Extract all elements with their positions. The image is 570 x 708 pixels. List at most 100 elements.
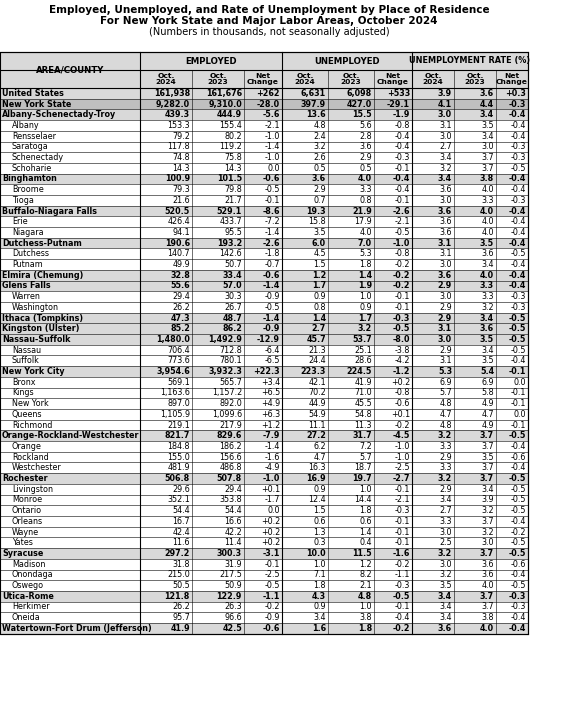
Text: 54.4: 54.4 bbox=[225, 506, 242, 515]
Bar bbox=[0, 152, 528, 163]
Text: 3.6: 3.6 bbox=[438, 207, 452, 215]
Text: Binghamton: Binghamton bbox=[2, 174, 57, 183]
Text: Bronx: Bronx bbox=[12, 378, 35, 387]
Text: 2.9: 2.9 bbox=[439, 452, 452, 462]
Text: -0.2: -0.2 bbox=[393, 270, 410, 280]
Text: -2.1: -2.1 bbox=[264, 121, 280, 130]
Text: -0.9: -0.9 bbox=[263, 324, 280, 333]
Text: 14.3: 14.3 bbox=[225, 164, 242, 173]
Text: Oct.
2023: Oct. 2023 bbox=[341, 73, 361, 86]
Text: 2.9: 2.9 bbox=[438, 282, 452, 290]
Text: -0.2: -0.2 bbox=[394, 421, 410, 430]
Text: 2.1: 2.1 bbox=[359, 581, 372, 590]
Text: 3.4: 3.4 bbox=[439, 613, 452, 622]
Bar bbox=[0, 163, 528, 173]
Text: 4.8: 4.8 bbox=[439, 399, 452, 408]
Text: -2.1: -2.1 bbox=[394, 217, 410, 227]
Text: Niagara: Niagara bbox=[12, 228, 44, 237]
Text: -0.4: -0.4 bbox=[394, 613, 410, 622]
Bar bbox=[0, 516, 528, 527]
Text: -0.5: -0.5 bbox=[508, 474, 526, 483]
Text: 4.0: 4.0 bbox=[480, 270, 494, 280]
Text: 224.5: 224.5 bbox=[347, 367, 372, 376]
Bar bbox=[0, 537, 528, 548]
Text: 95.5: 95.5 bbox=[224, 228, 242, 237]
Text: 215.0: 215.0 bbox=[167, 571, 190, 579]
Text: New York State: New York State bbox=[2, 100, 71, 108]
Text: -3.8: -3.8 bbox=[394, 346, 410, 355]
Text: 1.9: 1.9 bbox=[358, 282, 372, 290]
Text: 21.3: 21.3 bbox=[308, 346, 326, 355]
Text: Oct.
2024: Oct. 2024 bbox=[422, 73, 443, 86]
Text: -0.3: -0.3 bbox=[511, 142, 526, 152]
Text: -0.4: -0.4 bbox=[511, 132, 526, 141]
Text: 3.2: 3.2 bbox=[314, 142, 326, 152]
Text: 54.4: 54.4 bbox=[172, 506, 190, 515]
Text: -0.9: -0.9 bbox=[264, 292, 280, 301]
Text: 5.3: 5.3 bbox=[359, 249, 372, 258]
Text: 100.9: 100.9 bbox=[165, 174, 190, 183]
Text: -1.1: -1.1 bbox=[263, 592, 280, 601]
Text: 0.5: 0.5 bbox=[359, 164, 372, 173]
Text: 0.8: 0.8 bbox=[360, 196, 372, 205]
Text: 3.3: 3.3 bbox=[439, 463, 452, 472]
Text: Oneida: Oneida bbox=[12, 613, 40, 622]
Text: -2.5: -2.5 bbox=[264, 571, 280, 579]
Text: 4.8: 4.8 bbox=[314, 121, 326, 130]
Text: -1.6: -1.6 bbox=[393, 549, 410, 558]
Text: 1.5: 1.5 bbox=[314, 506, 326, 515]
Text: 3.6: 3.6 bbox=[480, 324, 494, 333]
Text: 79.3: 79.3 bbox=[172, 185, 190, 194]
Text: -4.5: -4.5 bbox=[393, 431, 410, 440]
Text: Albany-Schenectady-Troy: Albany-Schenectady-Troy bbox=[2, 110, 116, 119]
Bar bbox=[0, 345, 528, 355]
Text: New York: New York bbox=[12, 399, 49, 408]
Text: 0.6: 0.6 bbox=[360, 517, 372, 526]
Text: 18.7: 18.7 bbox=[355, 463, 372, 472]
Text: -1.1: -1.1 bbox=[394, 571, 410, 579]
Text: 7.1: 7.1 bbox=[314, 571, 326, 579]
Text: Orange: Orange bbox=[12, 442, 42, 451]
Text: 9,282.0: 9,282.0 bbox=[156, 100, 190, 108]
Text: 352.1: 352.1 bbox=[167, 496, 190, 504]
Text: 3.8: 3.8 bbox=[360, 613, 372, 622]
Text: -1.9: -1.9 bbox=[393, 110, 410, 119]
Text: 42.1: 42.1 bbox=[308, 378, 326, 387]
Text: -2.1: -2.1 bbox=[394, 496, 410, 504]
Text: -0.5: -0.5 bbox=[393, 324, 410, 333]
Text: 3.4: 3.4 bbox=[482, 260, 494, 269]
Text: Westchester: Westchester bbox=[12, 463, 62, 472]
Text: -1.4: -1.4 bbox=[263, 282, 280, 290]
Text: 6.2: 6.2 bbox=[314, 442, 326, 451]
Text: 0.9: 0.9 bbox=[359, 303, 372, 312]
Text: 3.4: 3.4 bbox=[480, 110, 494, 119]
Text: Herkimer: Herkimer bbox=[12, 603, 50, 612]
Text: 3.2: 3.2 bbox=[358, 324, 372, 333]
Text: 47.3: 47.3 bbox=[170, 314, 190, 323]
Text: 4.3: 4.3 bbox=[312, 592, 326, 601]
Text: 2.7: 2.7 bbox=[312, 324, 326, 333]
Text: 6.9: 6.9 bbox=[439, 378, 452, 387]
Text: Watertown-Fort Drum (Jefferson): Watertown-Fort Drum (Jefferson) bbox=[2, 624, 152, 633]
Bar bbox=[0, 313, 528, 324]
Text: 16.9: 16.9 bbox=[307, 474, 326, 483]
Text: 15.5: 15.5 bbox=[352, 110, 372, 119]
Text: 42.2: 42.2 bbox=[224, 527, 242, 537]
Text: 184.8: 184.8 bbox=[168, 442, 190, 451]
Text: 48.7: 48.7 bbox=[222, 314, 242, 323]
Text: 29.4: 29.4 bbox=[224, 485, 242, 493]
Text: 53.7: 53.7 bbox=[352, 335, 372, 344]
Text: 897.0: 897.0 bbox=[167, 399, 190, 408]
Text: 153.3: 153.3 bbox=[168, 121, 190, 130]
Bar bbox=[0, 623, 528, 634]
Text: -0.4: -0.4 bbox=[508, 239, 526, 248]
Text: 11.3: 11.3 bbox=[355, 421, 372, 430]
Text: -1.0: -1.0 bbox=[264, 153, 280, 162]
Text: 3.6: 3.6 bbox=[482, 249, 494, 258]
Text: 0.7: 0.7 bbox=[314, 196, 326, 205]
Text: -0.5: -0.5 bbox=[508, 314, 526, 323]
Text: 33.4: 33.4 bbox=[222, 270, 242, 280]
Text: 3.5: 3.5 bbox=[480, 335, 494, 344]
Text: -0.4: -0.4 bbox=[508, 174, 526, 183]
Text: 1.8: 1.8 bbox=[360, 506, 372, 515]
